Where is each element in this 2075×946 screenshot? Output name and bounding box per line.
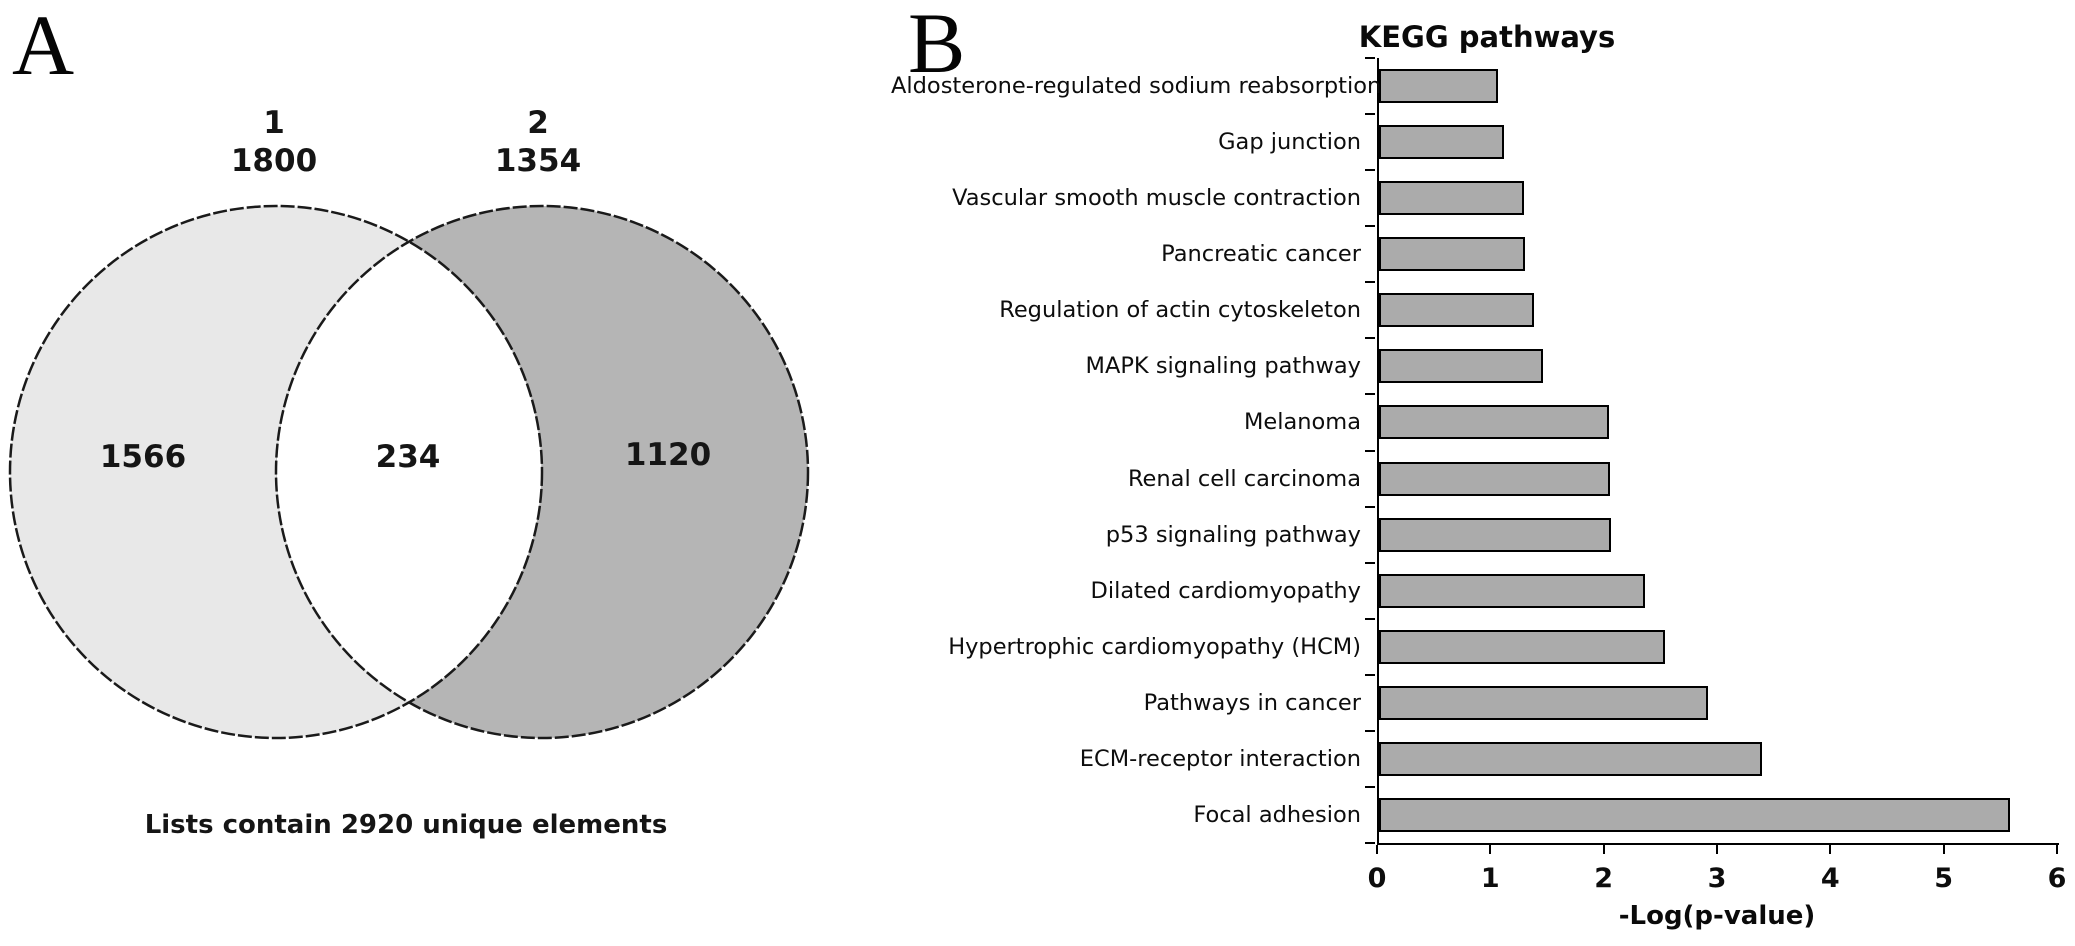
category-label: Pathways in cancer <box>1143 689 1361 716</box>
x-axis-tick-label: 6 <box>2047 863 2067 894</box>
bar <box>1379 405 1610 440</box>
y-axis-tick <box>1365 505 1375 508</box>
category-label: Dilated cardiomyopathy <box>1090 577 1362 604</box>
bar <box>1379 741 1763 776</box>
y-axis-tick <box>1365 842 1375 844</box>
bar <box>1379 685 1708 720</box>
category-label: Renal cell carcinoma <box>1127 465 1361 492</box>
venn-panel: A 1 1800 2 1354 1566 234 1120 Lists cont… <box>0 0 900 946</box>
x-axis-tick <box>1376 845 1378 854</box>
venn-circle-2-outline <box>274 204 810 740</box>
set1-label: 1 <box>263 105 285 141</box>
y-axis-tick <box>1365 57 1375 59</box>
set1-total: 1800 <box>230 143 318 179</box>
x-axis-tick <box>1489 845 1492 854</box>
x-axis-tick <box>1829 845 1832 854</box>
set2-unique-count: 1120 <box>624 437 712 473</box>
bar <box>1379 181 1525 216</box>
x-axis-title: -Log(p-value) <box>1618 901 1816 931</box>
category-label: ECM-receptor interaction <box>1079 745 1361 772</box>
bar <box>1379 237 1526 272</box>
set2-header: 2 1354 <box>495 104 581 180</box>
bar <box>1379 461 1611 496</box>
bar <box>1379 69 1498 104</box>
set2-total: 1354 <box>494 143 582 179</box>
category-label: Vascular smooth muscle contraction <box>952 185 1361 212</box>
x-axis-tick <box>1716 845 1718 854</box>
y-axis-tick <box>1365 617 1375 620</box>
set1-header: 1 1800 <box>231 104 317 180</box>
bar <box>1379 293 1535 328</box>
x-axis-tick <box>1602 845 1605 854</box>
kegg-chart-panel: B KEGG pathways Aldosterone-regulated so… <box>891 0 2075 946</box>
venn-diagram <box>8 204 810 740</box>
x-axis-tick <box>1942 845 1945 854</box>
category-label: Hypertrophic cardiomyopathy (HCM) <box>948 633 1361 660</box>
y-axis-tick <box>1365 113 1375 116</box>
x-axis-tick-label: 0 <box>1367 863 1387 894</box>
x-axis-tick-label: 5 <box>1934 863 1954 894</box>
x-axis-tick-label: 4 <box>1820 863 1840 894</box>
bar <box>1379 629 1665 664</box>
category-label: MAPK signaling pathway <box>1085 353 1361 380</box>
category-label: Gap junction <box>1218 129 1361 156</box>
y-axis-tick <box>1365 785 1375 788</box>
y-axis-tick <box>1365 225 1375 228</box>
category-label: Focal adhesion <box>1193 801 1361 828</box>
set1-unique-count: 1566 <box>99 439 187 475</box>
y-axis-tick <box>1365 169 1375 172</box>
y-axis-tick <box>1365 337 1375 340</box>
category-label: Regulation of actin cytoskeleton <box>999 297 1361 324</box>
bar <box>1379 797 2011 832</box>
panel-a-letter: A <box>12 0 75 93</box>
chart-plot-area <box>1377 58 2059 845</box>
category-label: Pancreatic cancer <box>1161 241 1361 268</box>
venn-caption: Lists contain 2920 unique elements <box>144 810 668 840</box>
bar <box>1379 573 1646 608</box>
x-axis-tick-label: 1 <box>1480 863 1500 894</box>
y-axis-tick <box>1365 393 1375 396</box>
y-axis-tick <box>1365 561 1375 564</box>
bar <box>1379 125 1504 160</box>
set2-label: 2 <box>527 105 549 141</box>
y-axis-tick <box>1365 729 1375 732</box>
x-axis-tick-label: 3 <box>1707 863 1727 894</box>
y-axis-tick <box>1365 673 1375 676</box>
venn-overlap-region <box>276 242 542 702</box>
bar <box>1379 517 1612 552</box>
chart-title: KEGG pathways <box>1358 20 1616 54</box>
bar <box>1379 349 1544 384</box>
y-axis-tick <box>1365 281 1375 284</box>
y-axis-tick <box>1365 449 1375 452</box>
x-axis-tick-label: 2 <box>1594 863 1614 894</box>
x-axis-tick <box>2056 845 2058 854</box>
category-label: p53 signaling pathway <box>1105 521 1361 548</box>
overlap-count: 234 <box>375 439 441 475</box>
venn-circle-1-outline <box>8 204 544 740</box>
category-label: Melanoma <box>1243 409 1361 436</box>
panel-b-letter: B <box>908 0 966 91</box>
